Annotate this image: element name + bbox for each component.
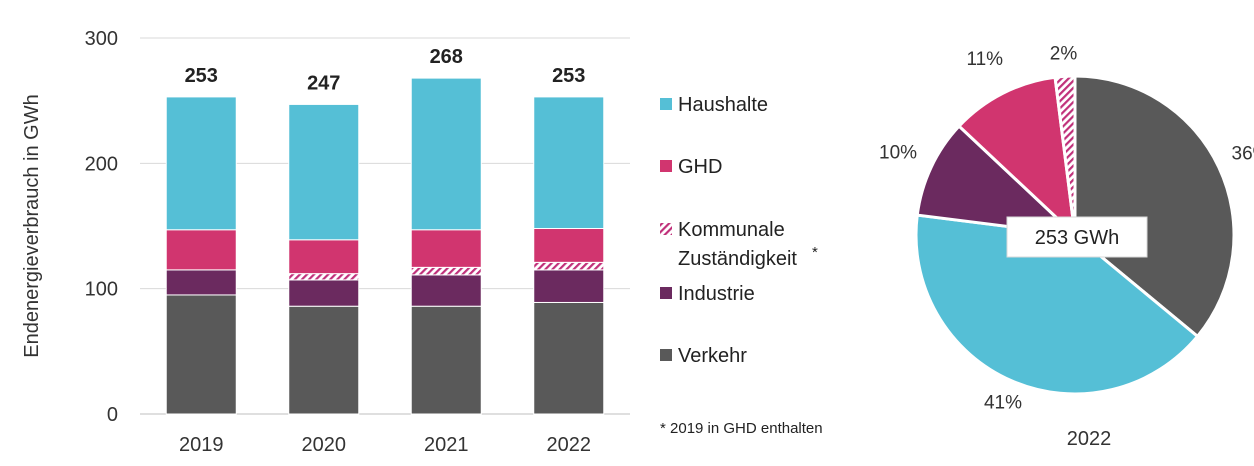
bar-kommunale-zustandigkeit-2022 <box>533 261 605 271</box>
y-tick-label: 200 <box>85 153 118 175</box>
legend-label-industrie: Industrie <box>678 283 755 305</box>
bar-haushalte-2020 <box>288 103 360 241</box>
pie-center-box <box>1006 216 1148 258</box>
total-label-2019: 253 <box>185 65 218 87</box>
legend-swatch-haushalte <box>660 98 672 110</box>
bar-industrie-2019 <box>165 269 237 296</box>
pie-center-label: 253 GWh <box>1035 227 1119 249</box>
y-tick-label: 100 <box>85 279 118 301</box>
pie-slice-haushalte <box>914 213 1200 396</box>
bar-verkehr-2019 <box>165 294 237 415</box>
x-tick-label: 2022 <box>547 434 592 456</box>
bar-verkehr-2022 <box>533 301 605 415</box>
pie-label-kommunale-zustandigkeit: 2% <box>1050 44 1078 65</box>
x-tick-label: 2020 <box>302 434 347 456</box>
bar-kommunale-zustandigkeit-2021 <box>410 266 482 276</box>
total-label-2022: 253 <box>552 65 585 87</box>
y-axis-title: Endenergieverbrauch in GWh <box>21 94 43 357</box>
bar-haushalte-2021 <box>410 77 482 231</box>
legend-swatch-verkehr <box>660 349 672 361</box>
legend-swatch-industrie <box>660 287 672 299</box>
pie-label-verkehr: 36% <box>1232 143 1254 164</box>
legend-label-haushalte: Haushalte <box>678 94 768 116</box>
bar-industrie-2022 <box>533 269 605 303</box>
legend-label-kommunale-zustandigkeit: Kommunale <box>678 219 785 241</box>
pie-label-haushalte: 41% <box>984 392 1022 413</box>
bar-verkehr-2021 <box>410 305 482 415</box>
bar-ghd-2020 <box>288 239 360 275</box>
pie-slice-kommunale-zustandigkeit <box>1053 74 1077 236</box>
bar-ghd-2021 <box>410 229 482 268</box>
pie-slice-verkehr <box>1073 74 1236 339</box>
legend-swatch-kommunale-zustandigkeit <box>660 223 672 235</box>
pie-label-ghd: 11% <box>966 49 1003 70</box>
bar-industrie-2020 <box>288 279 360 307</box>
pie-slice-industrie <box>915 124 1080 238</box>
stacked-bar-chart: 0 100 200 300 Endenergieverbrauch in GWh 253 2… <box>21 28 630 456</box>
x-tick-label: 2019 <box>179 434 224 456</box>
y-tick-label: 300 <box>85 28 118 50</box>
legend-footnote-mark: * <box>812 244 818 261</box>
bar-verkehr-2020 <box>288 305 360 415</box>
legend-swatch-ghd <box>660 160 672 172</box>
bar-haushalte-2022 <box>533 96 605 230</box>
bar-kommunale-zustandigkeit-2020 <box>288 273 360 281</box>
legend-label-kommunale-zustandigkeit-line2: Zuständigkeit <box>678 248 797 270</box>
pie-slice-ghd <box>956 75 1078 239</box>
y-tick-label: 0 <box>107 404 118 426</box>
bar-haushalte-2019 <box>165 96 237 231</box>
bar-industrie-2021 <box>410 274 482 307</box>
legend: Haushalte GHD Kommunale Zuständigkeit * Indus… <box>660 94 823 437</box>
pie-chart: 36% 41% 10% 11% 2% 253 GWh 2022 <box>879 44 1254 450</box>
legend-label-ghd: GHD <box>678 156 722 178</box>
footnote: * 2019 in GHD enthalten <box>660 420 823 437</box>
bar-ghd-2022 <box>533 228 605 263</box>
pie-title: 2022 <box>1067 428 1112 450</box>
total-label-2021: 268 <box>430 46 463 68</box>
legend-label-verkehr: Verkehr <box>678 345 747 367</box>
total-label-2020: 247 <box>307 72 340 94</box>
bar-ghd-2019 <box>165 229 237 271</box>
x-tick-label: 2021 <box>424 434 469 456</box>
pie-label-industrie: 10% <box>879 143 917 164</box>
